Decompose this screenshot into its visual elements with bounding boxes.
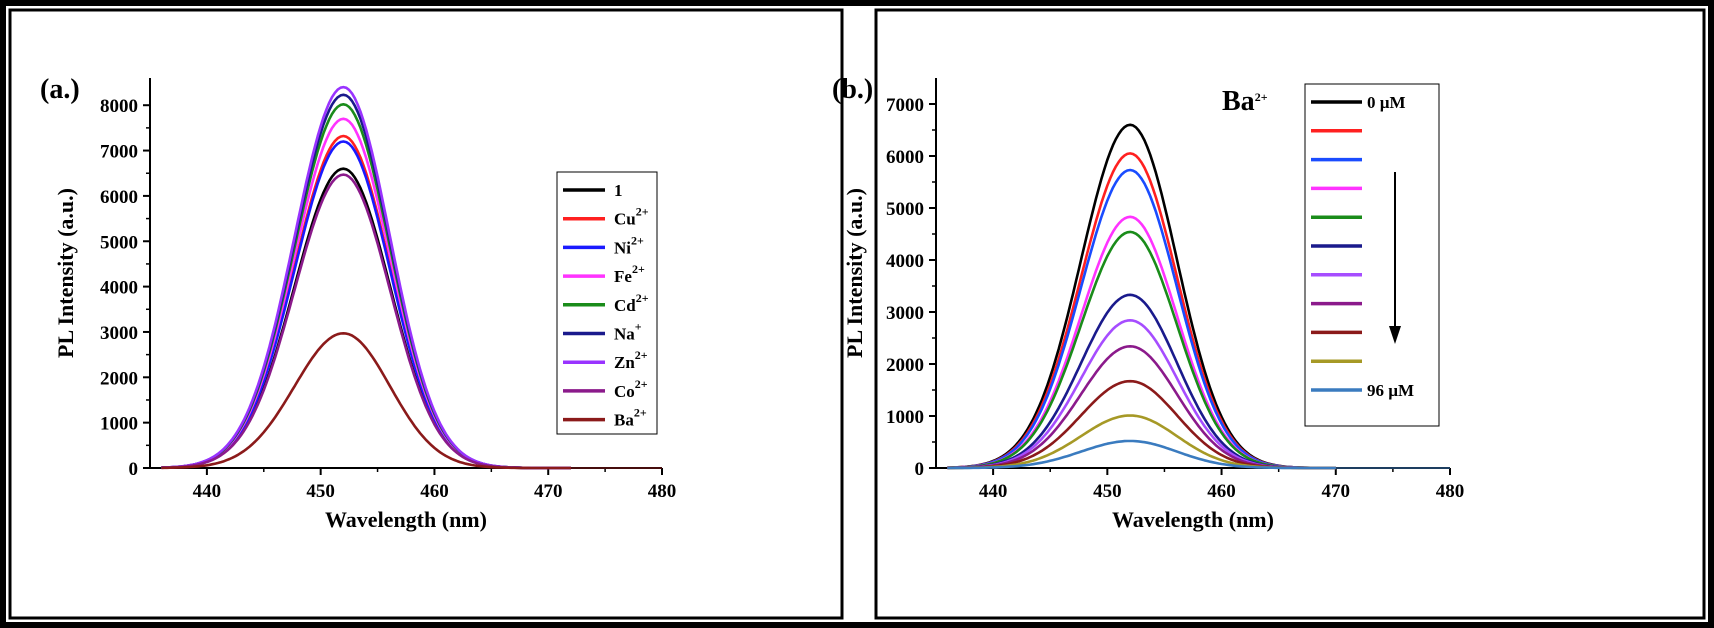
x-tick-label: 480 (1436, 481, 1465, 502)
y-tick-label: 2000 (886, 355, 924, 376)
legend-label-sup: 2+ (632, 262, 645, 276)
series-line (161, 93, 571, 470)
legend-box (1304, 83, 1440, 427)
panel-a-frame (8, 8, 844, 620)
legend-label-sup: 2+ (635, 377, 648, 391)
y-tick-label: 7000 (886, 95, 924, 116)
legend-label-sup: + (635, 320, 642, 334)
y-tick-label: 5000 (100, 232, 138, 253)
series-line (947, 344, 1336, 470)
x-tick-label: 450 (306, 481, 335, 502)
x-axis-title: Wavelength (nm) (325, 507, 487, 532)
legend-label: 0 µM (1367, 93, 1406, 112)
y-tick-label: 6000 (100, 187, 138, 208)
legend-label-base: Zn (614, 353, 635, 372)
legend-label: Ni2+ (614, 233, 644, 257)
y-tick-label: 5000 (886, 199, 924, 220)
x-tick-label: 450 (1093, 481, 1122, 502)
y-tick-label: 0 (915, 459, 925, 480)
panel-b-frame (874, 8, 1706, 620)
legend-label-base: Co (614, 382, 635, 401)
legend-label: Fe2+ (614, 262, 645, 286)
y-tick-label: 3000 (100, 323, 138, 344)
series-line (161, 134, 571, 470)
x-axis-title: Wavelength (nm) (1112, 507, 1274, 532)
x-tick-label: 440 (979, 481, 1008, 502)
legend-label-base: Cd (614, 296, 636, 315)
y-axis-title: PL Intensity (a.u.) (53, 188, 78, 358)
legend-label-base: Ni (614, 238, 631, 257)
x-tick-label: 470 (534, 481, 563, 502)
panel-label: (a.) (40, 74, 80, 105)
series-line (947, 215, 1336, 470)
y-tick-label: 7000 (100, 142, 138, 163)
panel-b-chart: 440 450 460 470 480 0 1000 2000 3000 4000 5000 6000… (832, 74, 1464, 532)
y-tick-label: 3000 (886, 303, 924, 324)
legend-label-base: Cu (614, 210, 636, 229)
y-tick-label: 2000 (100, 368, 138, 389)
legend-label: Co2+ (614, 377, 648, 401)
y-tick-label: 8000 (100, 96, 138, 117)
legend-label: Cd2+ (614, 291, 649, 315)
legend-label-sup: 2+ (635, 348, 648, 362)
legend-label: 96 µM (1367, 381, 1414, 400)
x-tick-label: 440 (193, 481, 222, 502)
trend-arrow-head (1389, 326, 1401, 344)
series-line (947, 152, 1336, 470)
x-tick-label: 460 (1207, 481, 1236, 502)
legend-label-base: Na (614, 325, 635, 344)
series-line (947, 318, 1336, 470)
y-tick-label: 6000 (886, 147, 924, 168)
legend-label: Cu2+ (614, 205, 649, 229)
ion-label-base: Ba (1222, 86, 1255, 117)
x-tick-label: 470 (1322, 481, 1351, 502)
y-tick-label: 4000 (100, 278, 138, 299)
y-tick-label: 1000 (886, 407, 924, 428)
x-tick-label: 460 (420, 481, 449, 502)
ion-label-sup: 2+ (1255, 90, 1268, 104)
legend-label: Zn2+ (614, 348, 648, 372)
series-line (947, 168, 1336, 470)
y-tick-label: 1000 (100, 414, 138, 435)
series-line (161, 331, 571, 470)
legend-label: Na+ (614, 320, 642, 344)
legend-label-sup: 2+ (631, 233, 644, 247)
legend-label-base: Fe (614, 267, 632, 286)
x-tick-label: 480 (648, 481, 677, 502)
series-line (161, 173, 571, 470)
ion-label: Ba2+ (1222, 86, 1268, 117)
legend-label-sup: 2+ (636, 205, 649, 219)
y-tick-label: 0 (129, 459, 139, 480)
series-line (947, 439, 1336, 470)
series-line (161, 167, 571, 470)
legend-label-sup: 2+ (636, 291, 649, 305)
panel-label: (b.) (832, 74, 873, 105)
legend-label-base: 1 (614, 181, 623, 200)
series-line (161, 140, 571, 470)
panel-a-chart: 440 450 460 470 480 0 1000 2000 3000 4000 5000 6000… (40, 74, 676, 532)
legend-label: Ba2+ (614, 406, 647, 430)
y-tick-label: 4000 (886, 251, 924, 272)
y-axis-title: PL Intensity (a.u.) (842, 188, 867, 358)
legend-label: 1 (614, 181, 623, 200)
legend-label-base: Ba (614, 411, 634, 430)
legend-label-sup: 2+ (634, 406, 647, 420)
